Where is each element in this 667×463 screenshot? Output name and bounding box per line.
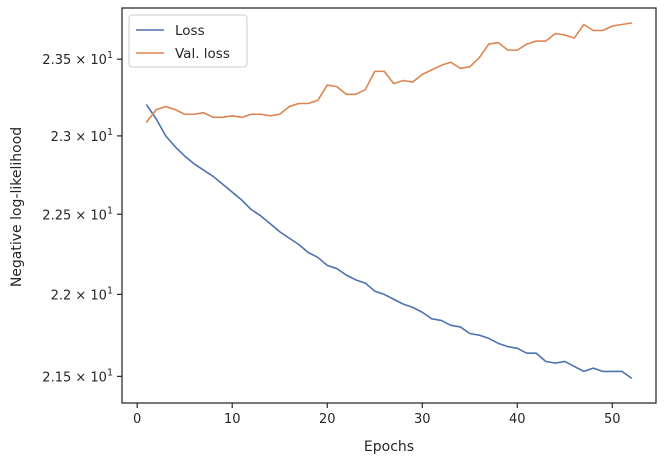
series-line-loss xyxy=(145,104,633,379)
plot-frame xyxy=(121,7,657,404)
plot-background xyxy=(122,8,656,403)
y-tick-label: 2.3 × 101 xyxy=(51,127,113,145)
y-tick-label: 2.15 × 101 xyxy=(42,367,113,385)
series-line-val-loss xyxy=(145,22,633,123)
legend: Loss Val. loss xyxy=(128,14,248,68)
y-tick-label: 2.25 × 101 xyxy=(42,205,113,223)
y-axis-label: Negative log-likelihood xyxy=(9,127,25,287)
legend-box xyxy=(128,14,248,68)
x-tick-label: 10 xyxy=(224,412,241,427)
x-axis-ticks: 0 10 20 30 40 50 xyxy=(133,403,621,427)
x-tick-label: 40 xyxy=(509,412,526,427)
y-tick-label: 2.2 × 101 xyxy=(51,285,113,303)
x-tick-label: 0 xyxy=(133,412,141,427)
y-axis-ticks: 2.15 × 101 2.2 × 101 2.25 × 101 2.3 × 101 2.… xyxy=(42,50,122,385)
x-axis-label: Epochs xyxy=(364,439,414,455)
y-tick-label: 2.35 × 101 xyxy=(42,50,113,68)
legend-label-val-loss: Val. loss xyxy=(175,46,230,62)
x-tick-label: 50 xyxy=(604,412,621,427)
legend-label-loss: Loss xyxy=(175,23,205,39)
x-tick-label: 30 xyxy=(414,412,431,427)
x-tick-label: 20 xyxy=(319,412,336,427)
series-layer xyxy=(145,22,633,379)
